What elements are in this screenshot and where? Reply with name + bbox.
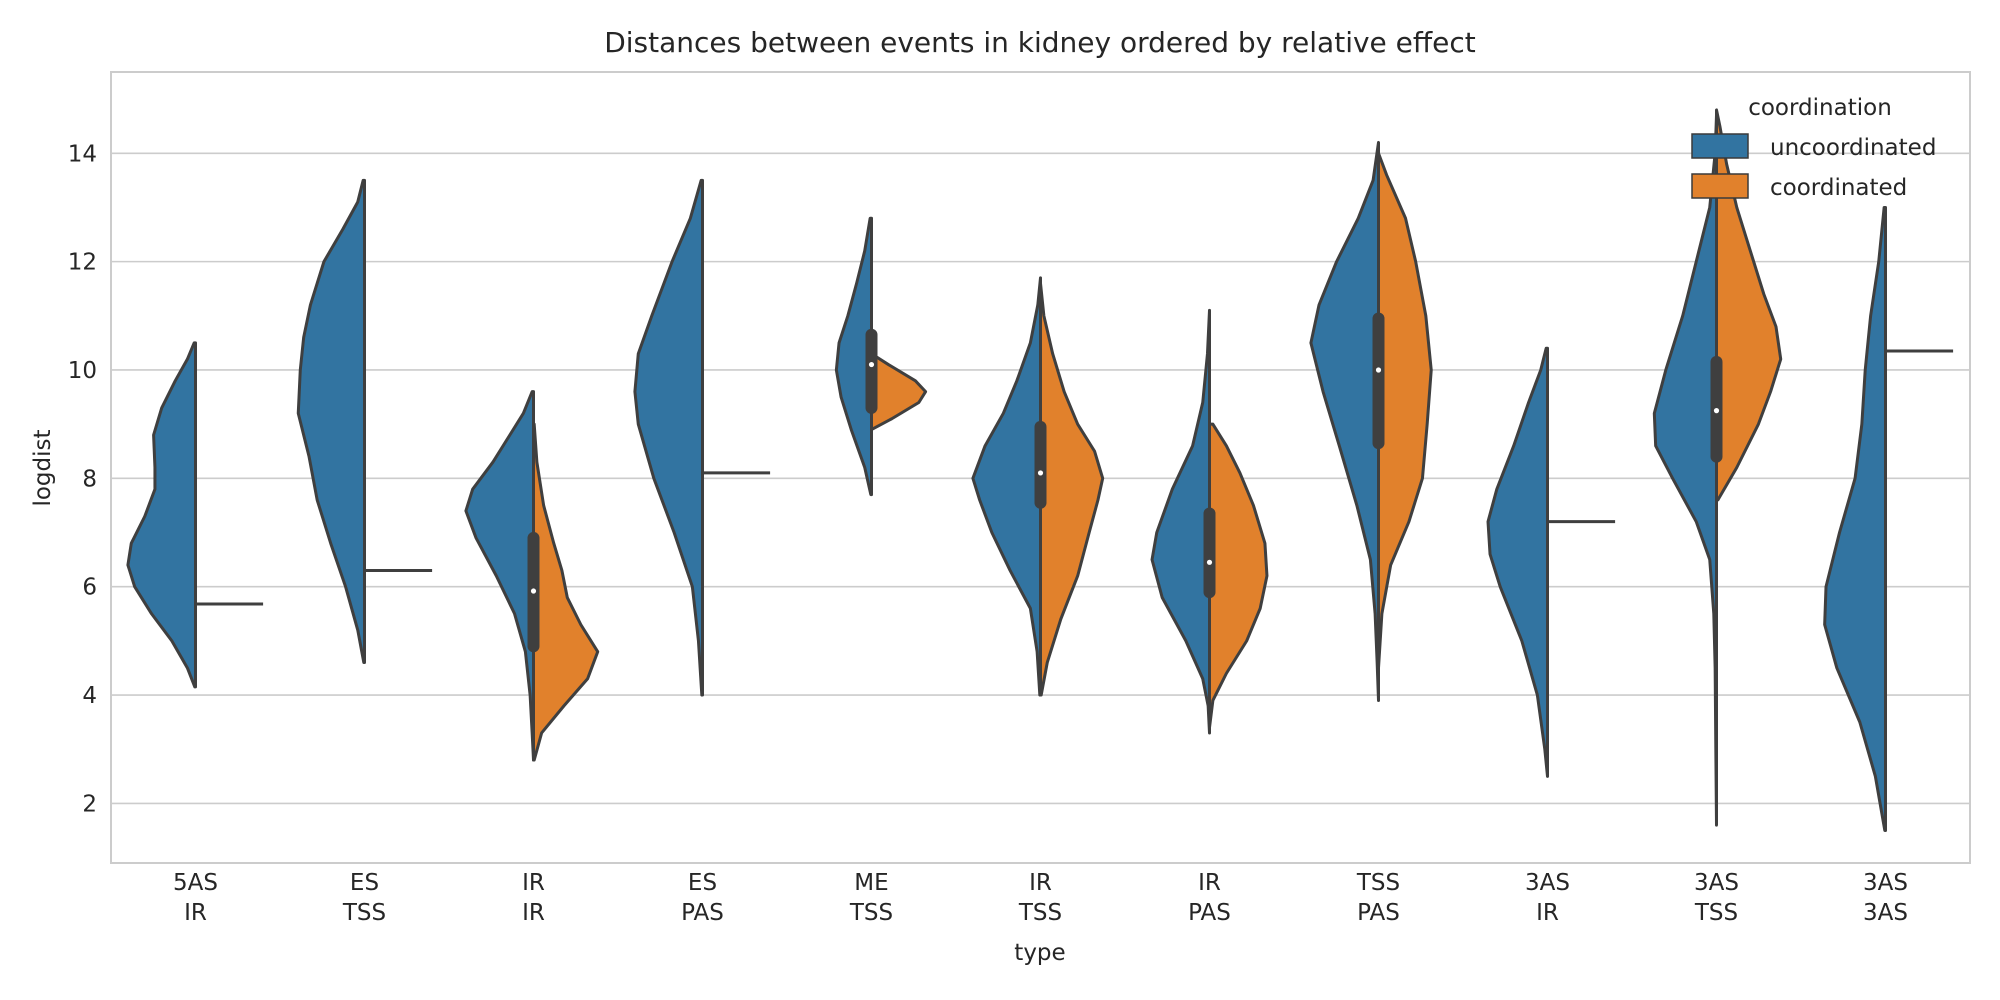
median-point-7 — [1375, 367, 1382, 373]
violin-coordinated-5 — [1039, 281, 1105, 697]
y-tick-label-4: 4 — [82, 683, 97, 709]
violin-uncoordinated-7 — [1309, 140, 1380, 702]
x-tick-label-5: IR TSS — [1018, 870, 1062, 926]
x-tick-label-4: ME TSS — [849, 870, 893, 926]
legend-title: coordination — [1748, 95, 1892, 121]
y-tick-label-14: 14 — [68, 141, 97, 167]
chart-title: Distances between events in kidney order… — [604, 26, 1476, 59]
violin-uncoordinated-5 — [971, 276, 1042, 697]
violin-uncoordinated-10 — [1823, 205, 1887, 832]
y-tick-label-8: 8 — [82, 466, 97, 492]
legend-label-uncoordinated: uncoordinated — [1770, 135, 1936, 161]
x-tick-label-1: ES TSS — [342, 870, 386, 926]
violin-uncoordinated-4 — [834, 216, 873, 497]
y-tick-label-6: 6 — [82, 575, 97, 601]
violin-coordinated-6 — [1208, 422, 1269, 730]
violin-uncoordinated-6 — [1150, 308, 1211, 735]
x-tick-label-9: 3AS TSS — [1694, 870, 1739, 926]
x-tick-label-6: IR PAS — [1188, 870, 1231, 926]
x-axis-label: type — [1014, 940, 1065, 966]
x-tick-label-8: 3AS IR — [1525, 870, 1570, 926]
violin-uncoordinated-1 — [296, 178, 366, 665]
violin-uncoordinated-0 — [126, 341, 197, 689]
median-point-6 — [1206, 559, 1213, 565]
violin-uncoordinated-3 — [633, 178, 704, 697]
y-tick-label-12: 12 — [68, 250, 97, 276]
x-tick-label-10: 3AS 3AS — [1863, 870, 1908, 926]
x-tick-label-2: IR IR — [522, 870, 545, 926]
violin-coordinated-2 — [532, 422, 600, 762]
x-tick-label-0: 5AS IR — [173, 870, 218, 926]
y-tick-label-10: 10 — [68, 358, 97, 384]
y-tick-label-2: 2 — [82, 791, 97, 817]
x-tick-label-3: ES PAS — [681, 870, 724, 926]
y-axis-label: logdist — [30, 429, 56, 506]
violin-uncoordinated-8 — [1486, 346, 1549, 778]
x-tick-label-7: TSS PAS — [1356, 870, 1400, 926]
legend: coordination uncoordinated coordinated — [1691, 95, 1936, 201]
median-point-2 — [530, 588, 537, 594]
x-axis-ticks: 5AS IR ES TSS IR IR ES PAS ME TSS IR TSS IR PAS TSS PAS… — [173, 870, 1908, 926]
median-point-9 — [1713, 408, 1720, 414]
violins — [126, 108, 1954, 832]
y-axis-ticks: 2 4 6 8 10 12 14 — [68, 141, 97, 817]
median-point-5 — [1037, 470, 1044, 476]
median-point-4 — [868, 361, 875, 368]
legend-swatch-uncoordinated — [1691, 133, 1749, 159]
violin-uncoordinated-2 — [464, 390, 535, 762]
violin-coordinated-7 — [1377, 151, 1433, 670]
legend-swatch-coordinated — [1691, 173, 1749, 199]
violin-coordinated-9 — [1715, 108, 1783, 502]
legend-label-coordinated: coordinated — [1770, 175, 1907, 201]
